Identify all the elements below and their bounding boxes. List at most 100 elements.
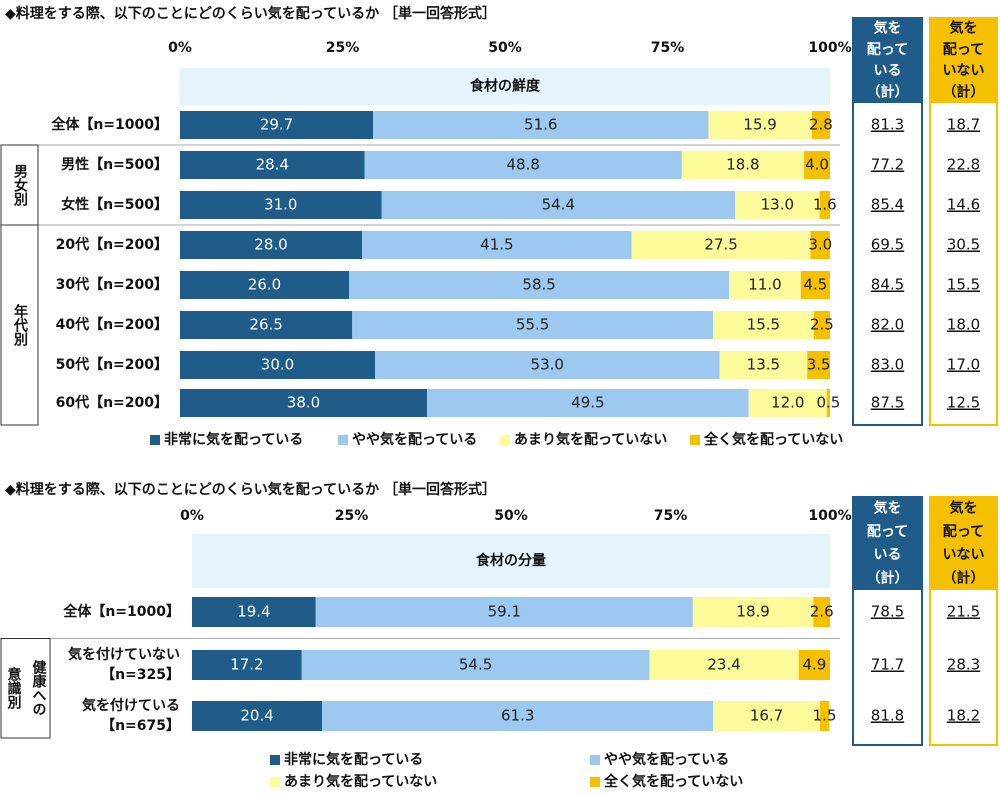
value-label: 13.0	[761, 196, 794, 214]
bar-segment	[180, 389, 427, 417]
group-label: 健康への	[31, 660, 47, 717]
category-label: 20代【n=200】	[56, 236, 168, 253]
value-label: 31.0	[264, 196, 297, 214]
summary-box	[929, 496, 998, 746]
value-label: 2.6	[810, 603, 834, 621]
bar-segment	[322, 701, 714, 731]
category-label: 30代【n=200】	[56, 276, 168, 293]
category-label: 全体【n=1000】	[50, 116, 168, 133]
legend-swatch	[270, 755, 280, 765]
summary-value: 18.0	[947, 316, 980, 334]
value-label: 51.6	[524, 116, 557, 134]
group-label: 年代別	[12, 303, 29, 347]
x-tick-label: 25%	[335, 508, 369, 524]
bar-segment	[381, 191, 736, 219]
bar-segment	[819, 701, 830, 731]
legend-swatch	[590, 777, 600, 787]
summary-header: 気を	[874, 500, 902, 517]
legend-label: やや気を配っている	[352, 431, 477, 448]
category-label: 女性【n=500】	[61, 196, 168, 213]
legend-swatch	[690, 435, 700, 445]
summary-value: 28.3	[947, 656, 980, 674]
category-label: 【n=675】	[101, 718, 180, 734]
summary-header: （計）	[943, 569, 985, 586]
bar-segment	[375, 351, 720, 379]
bar-segment	[826, 389, 830, 417]
summary-box	[852, 496, 923, 746]
bar-segment	[735, 191, 820, 219]
summary-value: 15.5	[947, 276, 980, 294]
bar-segment	[352, 311, 713, 339]
value-label: 11.0	[748, 276, 781, 294]
value-label: 12.0	[771, 394, 804, 412]
x-tick-label: 0%	[168, 40, 192, 56]
bar-segment	[804, 151, 830, 179]
value-label: 38.0	[287, 394, 320, 412]
value-label: 4.9	[802, 656, 826, 674]
summary-value: 84.5	[871, 276, 904, 294]
panel-title: 食材の分量	[476, 552, 546, 569]
summary-header: 気を	[874, 20, 902, 37]
summary-header: 配って	[867, 524, 908, 540]
summary-head	[853, 18, 922, 103]
bar-segment	[649, 650, 799, 680]
value-label: 28.0	[254, 236, 287, 254]
legend-label: 非常に気を配っている	[284, 751, 423, 768]
bar-segment	[681, 151, 804, 179]
value-label: 2.8	[809, 116, 833, 134]
bar-segment	[180, 191, 382, 219]
bar-segment	[180, 351, 375, 379]
category-label: 気を付けていない	[68, 646, 180, 663]
x-tick-label: 100%	[808, 40, 851, 56]
chart-title: ◆料理をする際、以下のことにどのくらい気を配っているか ［単一回答形式］	[5, 481, 496, 498]
summary-value: 78.5	[871, 603, 904, 621]
value-label: 29.7	[260, 116, 293, 134]
category-label: 60代【n=200】	[56, 394, 168, 411]
value-label: 28.4	[256, 156, 289, 174]
value-label: 2.5	[810, 316, 834, 334]
value-label: 54.5	[459, 656, 492, 674]
bar-segment	[364, 151, 682, 179]
value-label: 59.1	[488, 603, 521, 621]
bar-segment	[719, 351, 808, 379]
summary-value: 83.0	[871, 356, 904, 374]
summary-header: 配って	[943, 524, 984, 540]
bar-segment	[713, 311, 814, 339]
x-tick-label: 75%	[654, 508, 688, 524]
bar-segment	[729, 271, 801, 299]
summary-header: いる	[874, 63, 902, 79]
value-label: 27.5	[704, 236, 737, 254]
value-label: 30.0	[261, 356, 294, 374]
bar-segment	[813, 311, 830, 339]
summary-header: （計）	[867, 83, 909, 100]
category-label: 【n=325】	[101, 667, 180, 683]
group-label: 意識別	[6, 667, 23, 711]
value-label: 58.5	[522, 276, 555, 294]
value-label: 26.5	[249, 316, 282, 334]
bar-segment	[315, 597, 693, 627]
value-label: 20.4	[240, 707, 273, 725]
x-tick-label: 50%	[488, 40, 522, 56]
legend-label: あまり気を配っていない	[514, 431, 667, 448]
group-label: 男女別	[12, 164, 29, 207]
value-label: 15.5	[747, 316, 780, 334]
x-tick-label: 0%	[180, 508, 204, 524]
chart-title: ◆料理をする際、以下のことにどのくらい気を配っているか ［単一回答形式］	[5, 5, 496, 22]
x-tick-label: 75%	[651, 40, 685, 56]
bar-segment	[427, 389, 749, 417]
value-label: 18.9	[736, 603, 769, 621]
category-label: 気を付けている	[82, 697, 180, 714]
legend-label: 全く気を配っていない	[603, 773, 743, 790]
bar-segment	[708, 111, 812, 139]
bar-segment	[180, 271, 349, 299]
summary-header: （計）	[867, 569, 909, 586]
summary-value: 85.4	[871, 196, 904, 214]
summary-head	[930, 497, 997, 590]
bar-segment	[180, 151, 365, 179]
summary-value: 81.3	[871, 116, 904, 134]
summary-head	[853, 497, 922, 590]
bar-segment	[811, 111, 830, 139]
summary-header: （計）	[943, 83, 985, 100]
value-label: 4.0	[805, 156, 829, 174]
summary-header: 気を	[950, 20, 978, 37]
